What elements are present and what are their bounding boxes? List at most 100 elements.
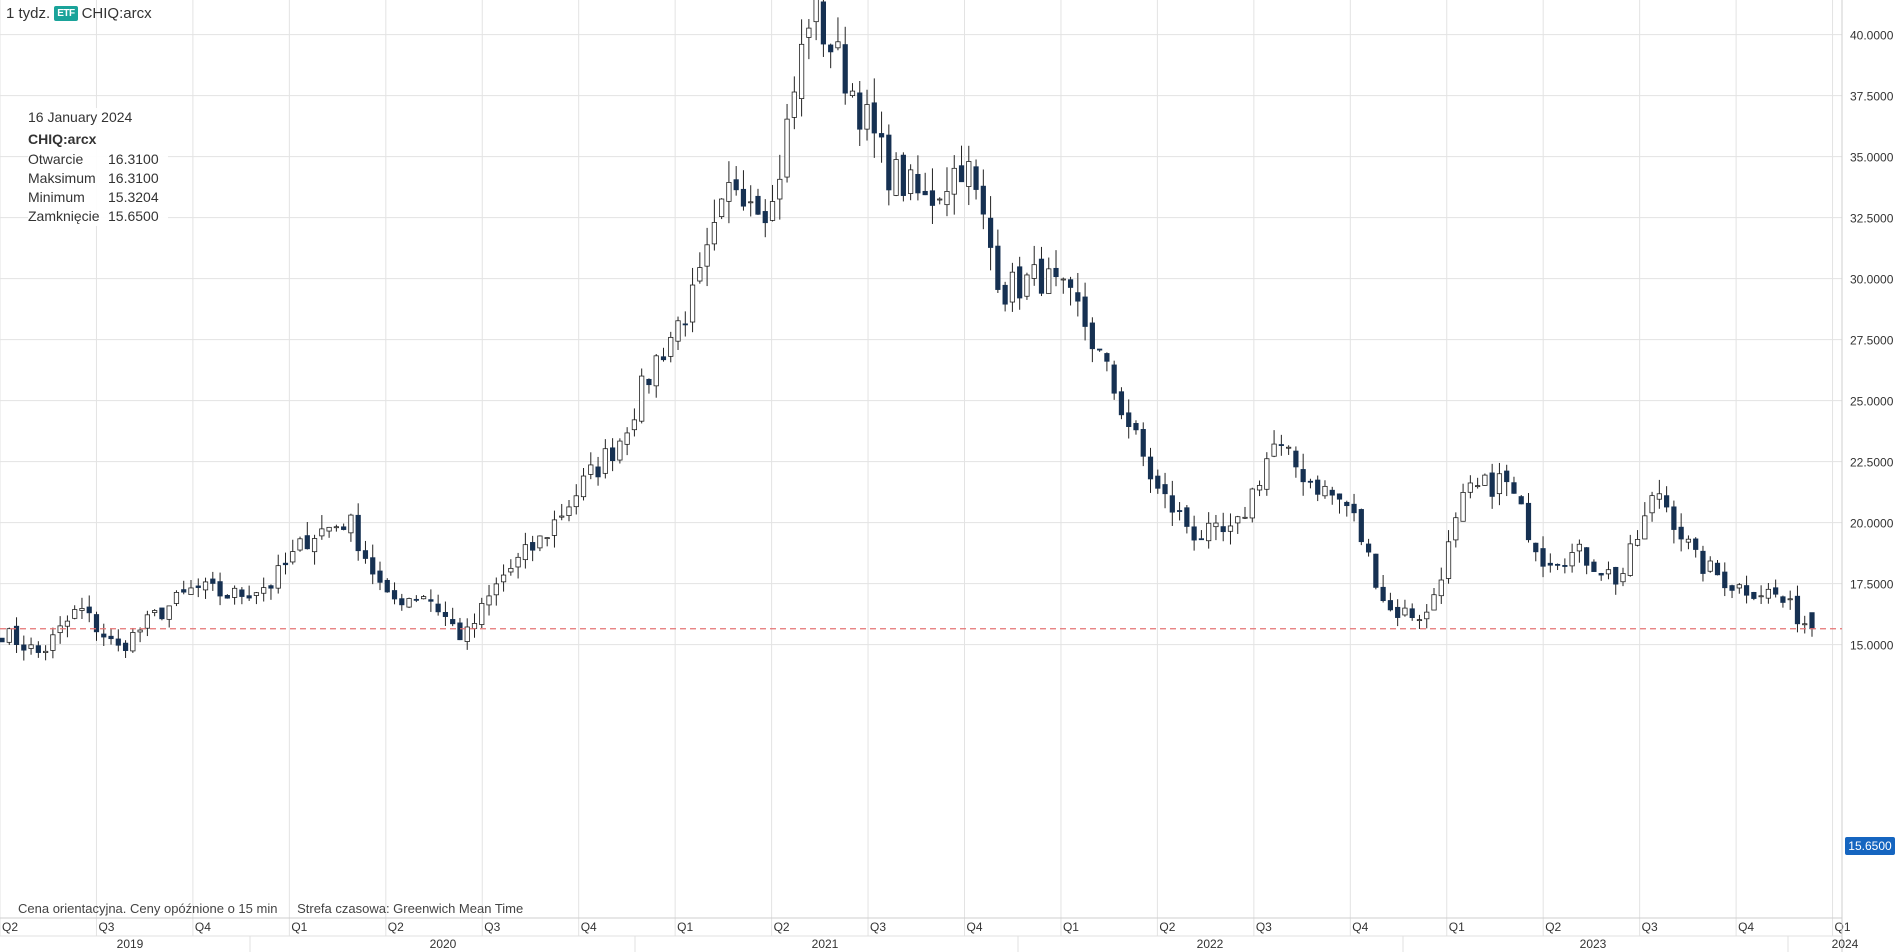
candle-up — [1627, 543, 1633, 576]
candle-up — [261, 587, 267, 594]
candle-up — [1802, 623, 1808, 626]
candle-up — [275, 565, 281, 589]
etf-badge: ETF — [54, 6, 78, 21]
candle-down — [1365, 543, 1372, 553]
candle-down — [922, 190, 928, 196]
candle-down — [660, 356, 667, 361]
grid — [0, 0, 1842, 952]
candle-up — [1642, 515, 1648, 540]
candle-down — [1373, 553, 1379, 588]
candle-down — [530, 542, 536, 551]
candle-up — [173, 592, 180, 604]
candle-down — [682, 323, 688, 326]
candle-down — [108, 635, 114, 640]
candle-up — [944, 191, 950, 206]
candle-up — [937, 198, 943, 201]
candle-up — [1416, 619, 1423, 622]
high-value: 16.3100 — [108, 170, 159, 186]
candle-up — [893, 159, 899, 196]
candle-up — [617, 440, 623, 461]
y-tick-label: 27.5000 — [1850, 334, 1894, 348]
quarter-label: Q3 — [1256, 920, 1272, 934]
ohlc-tooltip: 16 January 2024 CHIQ:arcx Otwarcie 16.31… — [28, 108, 168, 226]
candle-up — [43, 650, 49, 653]
quarter-label: Q1 — [677, 920, 693, 934]
candle-down — [929, 190, 936, 206]
candle-down — [450, 619, 456, 625]
candle-up — [290, 551, 296, 563]
candle-down — [857, 92, 863, 130]
candle-down — [1525, 502, 1532, 541]
candle-down — [1307, 480, 1314, 483]
candle-up — [1475, 485, 1481, 488]
candle-down — [1082, 296, 1088, 327]
y-tick-label: 40.0000 — [1850, 29, 1894, 43]
interval-label[interactable]: 1 tydz. — [6, 5, 51, 22]
candle-down — [1351, 503, 1357, 514]
candle-up — [253, 592, 260, 596]
candle-down — [1140, 429, 1146, 457]
tooltip-row-open: Otwarcie 16.3100 — [28, 150, 168, 169]
candle-down — [239, 589, 245, 597]
candle-down — [1511, 482, 1517, 494]
candle-down — [224, 594, 230, 599]
candle-down — [399, 598, 405, 606]
candle-up — [188, 587, 194, 595]
quarter-label: Q2 — [1545, 920, 1561, 934]
candle-down — [1147, 456, 1154, 480]
candle-up — [1787, 598, 1793, 601]
candle-up — [1256, 485, 1263, 491]
candle-down — [1773, 587, 1779, 595]
candle-up — [689, 284, 696, 323]
candle-up — [1009, 271, 1016, 303]
close-label: Zamknięcie — [28, 208, 100, 224]
candle-up — [1460, 492, 1466, 522]
candle-down — [428, 599, 434, 602]
candle-down — [1729, 585, 1735, 591]
quarter-label: Q2 — [388, 920, 404, 934]
candle-down — [1554, 563, 1561, 566]
candles — [0, 0, 1815, 661]
candle-up — [849, 90, 856, 97]
symbol-label[interactable]: CHIQ:arcx — [81, 5, 152, 22]
candle-down — [1395, 606, 1401, 618]
candle-down — [1664, 495, 1670, 508]
candle-up — [704, 244, 710, 267]
candle-up — [668, 336, 674, 357]
candle-down — [886, 134, 892, 191]
candle-up — [631, 419, 638, 431]
candle-up — [348, 514, 354, 534]
candle-down — [1358, 509, 1364, 543]
candle-down — [733, 179, 739, 191]
candle-up — [806, 27, 812, 38]
candle-up — [726, 182, 732, 202]
candle-down — [341, 526, 347, 530]
candle-down — [282, 562, 289, 566]
candle-down — [820, 1, 827, 45]
candle-up — [479, 603, 485, 625]
quarter-label: Q1 — [1835, 920, 1851, 934]
chart-footnote: Cena orientacyjna. Ceny opóźnione o 15 m… — [18, 901, 539, 916]
candle-down — [1562, 565, 1568, 567]
candle-up — [559, 515, 565, 518]
candle-up — [486, 595, 492, 606]
quarter-label: Q1 — [1063, 920, 1079, 934]
candle-up — [79, 608, 85, 611]
candle-up — [966, 161, 972, 187]
y-tick-label: 30.0000 — [1850, 273, 1894, 287]
candle-down — [1293, 450, 1299, 468]
chart-header: 1 tydz. ETF CHIQ:arcx — [6, 5, 152, 22]
candle-down — [1780, 596, 1786, 603]
candle-up — [64, 620, 71, 627]
candle-up — [1496, 473, 1503, 495]
quarter-label: Q2 — [1159, 920, 1175, 934]
open-value: 16.3100 — [108, 151, 159, 167]
tooltip-symbol: CHIQ:arcx — [28, 131, 97, 147]
candle-down — [101, 633, 107, 638]
candle-down — [1075, 292, 1081, 302]
candle-down — [1038, 258, 1045, 294]
candle-up — [522, 544, 528, 561]
candle-up — [232, 587, 238, 598]
candle-up — [326, 526, 332, 532]
